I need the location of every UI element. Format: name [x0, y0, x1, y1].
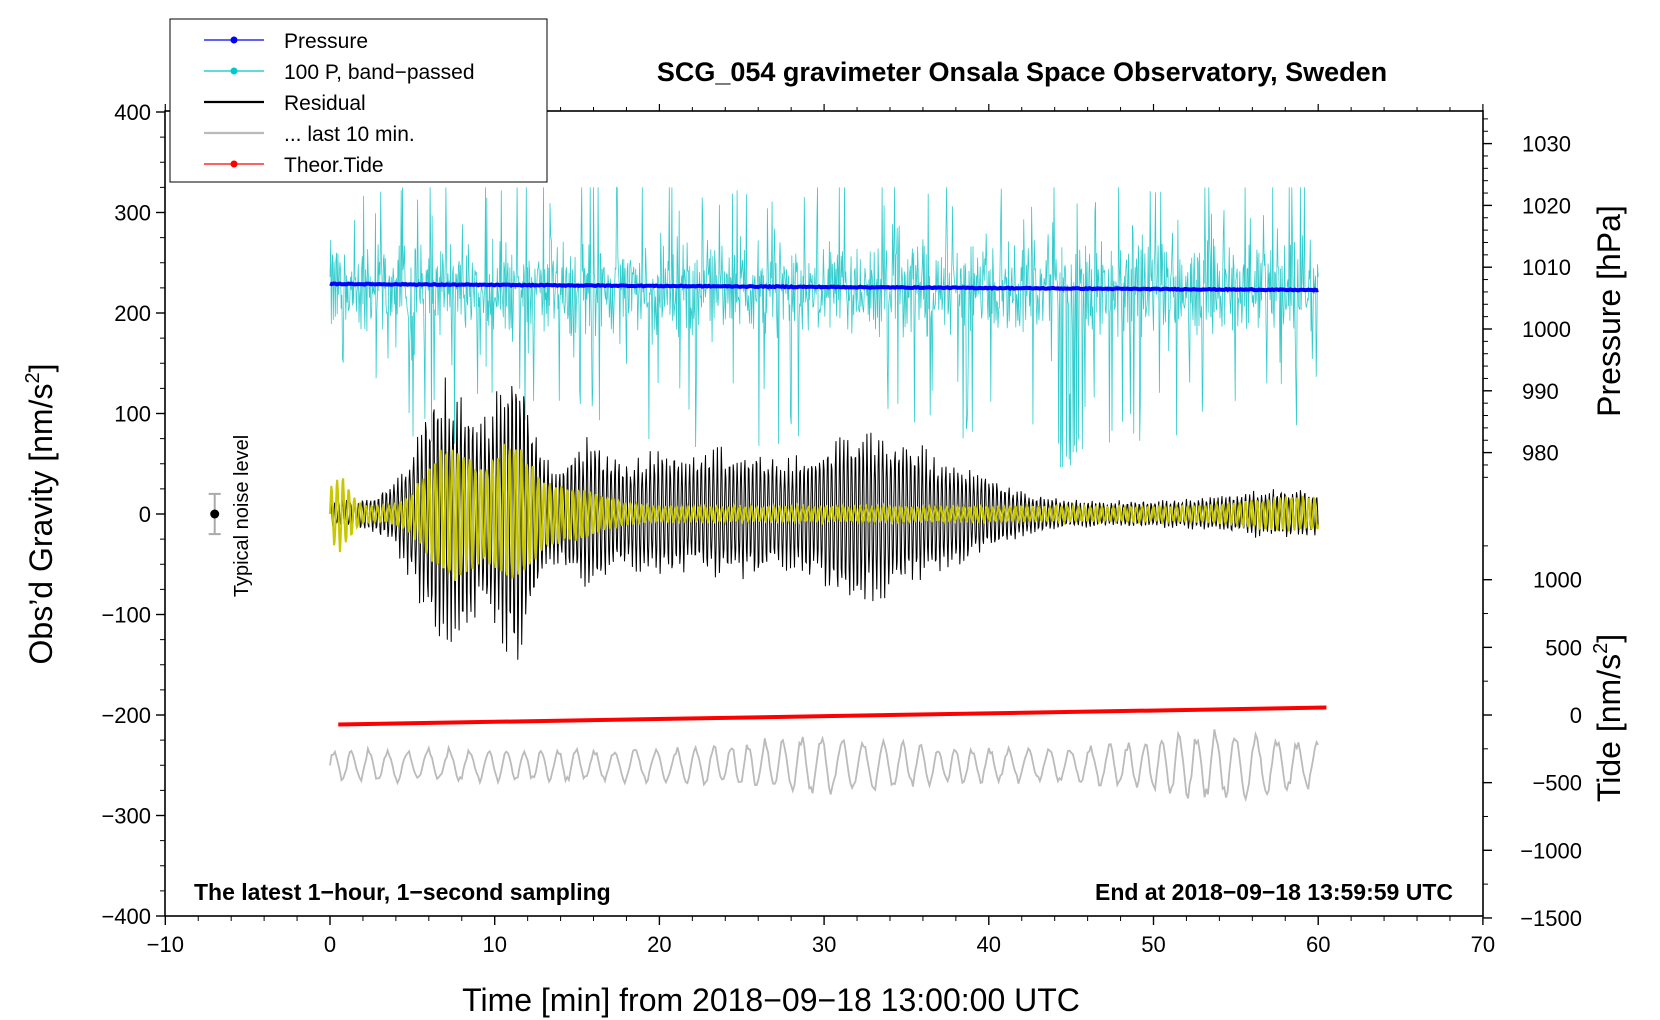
- y-axis-left-title: Obs’d Gravity [nm/s2]: [22, 364, 59, 665]
- annotation-right: End at 2018−09−18 13:59:59 UTC: [1095, 879, 1453, 905]
- pressure-tick-label: 1000: [1522, 317, 1571, 342]
- pressure-tick-label: 1030: [1522, 132, 1571, 157]
- y-left-tick-label: 100: [114, 402, 151, 427]
- x-tick-label: 60: [1306, 932, 1330, 957]
- pressure-tick-label: 1020: [1522, 193, 1571, 218]
- y-left-tick-label: −100: [101, 603, 151, 628]
- tide-tick-label: −1000: [1520, 838, 1582, 863]
- y-left-tick-label: −200: [101, 703, 151, 728]
- x-tick-label: 10: [482, 932, 506, 957]
- pressure-tick-label: 990: [1522, 379, 1559, 404]
- tide-title-main: Tide [nm/s: [1591, 654, 1627, 802]
- residual-line: [329, 377, 1319, 660]
- y-left-tick-label: −400: [101, 904, 151, 929]
- x-tick-label: 30: [812, 932, 836, 957]
- x-tick-label: 0: [324, 932, 336, 957]
- y-left-tick-label: 200: [114, 301, 151, 326]
- y-left-tick-label: 400: [114, 100, 151, 125]
- tide-title-sup: 2: [1590, 643, 1612, 654]
- tide-title-end: ]: [1591, 634, 1627, 643]
- tide-tick-label: 0: [1570, 703, 1582, 728]
- y-left-tick-label: −300: [101, 804, 151, 829]
- y-left-title-sup: 2: [22, 372, 44, 383]
- y-left-tick-label: 300: [114, 201, 151, 226]
- series-layer: [329, 186, 1327, 803]
- legend: Pressure 100 P, band−passed Residual ... la…: [169, 18, 548, 183]
- x-tick-label: −10: [147, 932, 184, 957]
- x-tick-label: 70: [1471, 932, 1495, 957]
- legend-marker: [230, 67, 238, 75]
- residual-filtered-line: [329, 443, 1320, 582]
- tide-axis-title: Tide [nm/s2]: [1590, 634, 1627, 802]
- noise-level-label: Typical noise level: [231, 435, 253, 597]
- noise-center-dot: [210, 509, 220, 519]
- y-left-title-end: ]: [23, 364, 59, 373]
- x-tick-label: 40: [977, 932, 1001, 957]
- legend-label: Pressure: [284, 30, 368, 53]
- legend-label: ... last 10 min.: [284, 123, 415, 146]
- legend-label: Theor.Tide: [284, 154, 384, 177]
- legend-label: Residual: [284, 92, 366, 115]
- legend-items: Pressure 100 P, band−passed Residual ... la…: [204, 30, 475, 177]
- chart-title: SCG_054 gravimeter Onsala Space Observat…: [657, 57, 1387, 87]
- bandpassed-pressure-line: [329, 186, 1319, 468]
- legend-marker: [230, 160, 238, 168]
- y-left-tick-label: 0: [139, 502, 151, 527]
- pressure-tick-label: 1010: [1522, 255, 1571, 280]
- pressure-tick-label: 980: [1522, 441, 1559, 466]
- x-axis-title: Time [min] from 2018−09−18 13:00:00 UTC: [462, 982, 1080, 1018]
- tick-layer: −10 0 10 20 30 40 50 60 704003002001000−100−200−…: [101, 100, 1582, 957]
- x-tick-label: 20: [647, 932, 671, 957]
- tide-tick-label: −500: [1532, 771, 1582, 796]
- tide-tick-label: −1500: [1520, 906, 1582, 931]
- legend-marker: [230, 36, 238, 44]
- y-left-title-main: Obs’d Gravity [nm/s: [23, 384, 59, 665]
- pressure-line: [329, 281, 1319, 293]
- theoretical-tide-line: [338, 705, 1327, 727]
- legend-box: [169, 18, 548, 183]
- legend-label: 100 P, band−passed: [284, 61, 475, 84]
- last-ten-minutes-line: [329, 729, 1319, 803]
- pressure-axis-title: Pressure [hPa]: [1591, 205, 1627, 417]
- tide-tick-label: 1000: [1533, 568, 1582, 593]
- x-tick-label: 50: [1141, 932, 1165, 957]
- tide-tick-label: 500: [1545, 635, 1582, 660]
- annotation-left: The latest 1−hour, 1−second sampling: [194, 879, 611, 905]
- noise-level-indicator: [208, 492, 221, 536]
